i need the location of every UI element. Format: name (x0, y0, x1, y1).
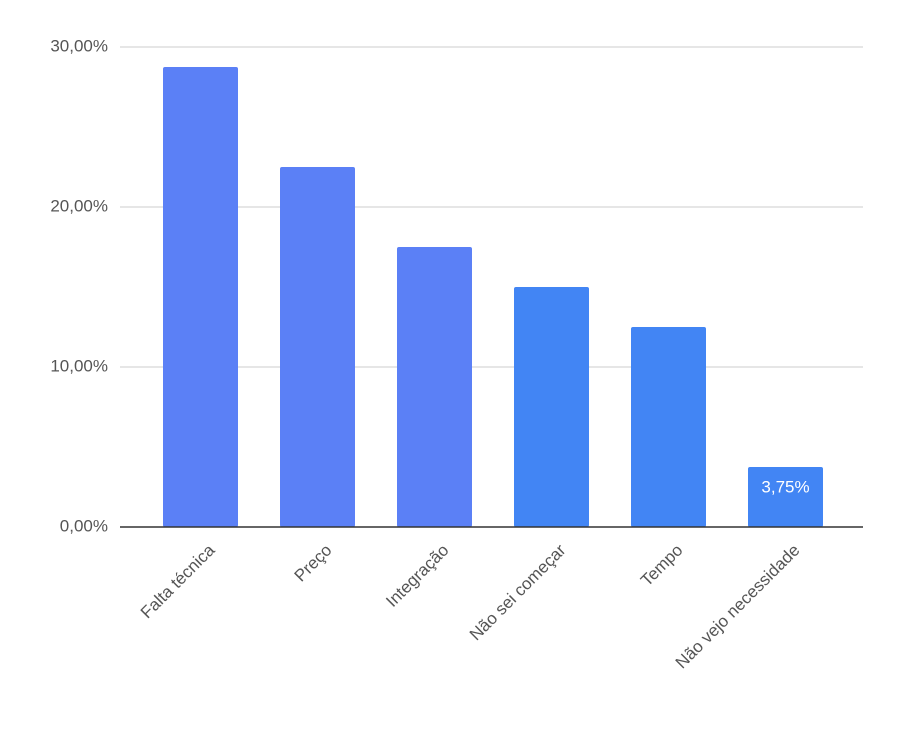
y-tick-label: 30,00% (50, 36, 108, 55)
bar (163, 67, 238, 527)
data-label: 3,75% (761, 477, 809, 496)
bar (397, 247, 472, 527)
bar (631, 327, 706, 527)
y-tick-label: 10,00% (50, 356, 108, 375)
x-tick-label: Preço (291, 541, 336, 586)
x-tick-label: Integração (382, 541, 452, 611)
bar (748, 467, 823, 527)
x-tick-label: Não vejo necessidade (672, 541, 804, 673)
y-tick-label: 20,00% (50, 196, 108, 215)
y-tick-label: 0,00% (60, 516, 108, 535)
x-tick-label: Não sei começar (466, 540, 570, 644)
bar (280, 167, 355, 527)
x-tick-label: Tempo (637, 541, 687, 591)
bar (514, 287, 589, 527)
x-tick-label: Falta técnica (137, 540, 219, 622)
